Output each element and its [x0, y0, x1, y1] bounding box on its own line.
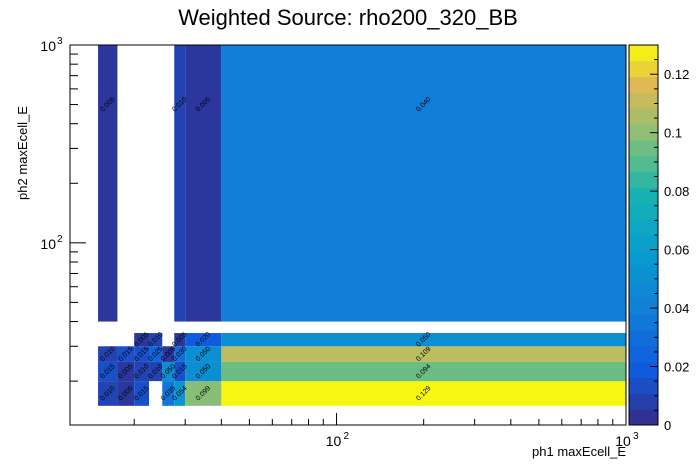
heatmap-cell — [174, 45, 186, 322]
heatmap-cell — [162, 346, 175, 362]
y-tick-label: 10 — [40, 38, 56, 54]
colorbar-tick-label: 0.04 — [664, 301, 689, 316]
colorbar-segment — [629, 171, 658, 188]
heatmap-cell — [221, 361, 627, 382]
plot-frame — [69, 44, 627, 426]
heatmap-cell — [185, 346, 222, 362]
colorbar-segment — [629, 76, 658, 93]
colorbar-segment — [629, 155, 658, 173]
heatmap-cell — [162, 361, 175, 382]
colorbar-segment — [629, 377, 658, 394]
y-tick-label: 10 — [40, 236, 56, 252]
heatmap-cell — [134, 361, 150, 382]
colorbar-segment — [629, 345, 658, 363]
colorbar-segment — [629, 187, 658, 204]
heatmap-cell — [149, 346, 163, 362]
heatmap-cell — [98, 45, 118, 322]
colorbar-tick-label: 0.06 — [664, 243, 689, 258]
x-axis-label: ph1 maxEcell_E — [532, 444, 626, 459]
colorbar-segment — [629, 314, 658, 331]
heatmap-cell — [185, 333, 222, 347]
y-axis-label: ph2 maxEcell_E — [15, 106, 30, 200]
heatmap-cell — [221, 346, 627, 362]
x-tick-label: 10 — [326, 433, 342, 449]
heatmap-cell — [117, 346, 135, 362]
colorbar-tick-label: 0.12 — [664, 67, 689, 82]
colorbar-segment — [629, 124, 658, 141]
x-tick-label-exponent: 3 — [633, 431, 639, 442]
colorbar: 0 0.02 0.04 0.06 0.08 0.1 0.12 — [628, 44, 689, 433]
colorbar-segment — [629, 361, 658, 378]
heatmap-cell — [185, 361, 222, 382]
heatmap-cell — [174, 346, 186, 362]
colorbar-tick-label: 0 — [664, 418, 671, 433]
heatmap-cell — [221, 45, 627, 322]
colorbar-segment — [629, 92, 658, 109]
colorbar-segment — [629, 219, 658, 236]
colorbar-segment — [629, 250, 658, 268]
heatmap-cell — [98, 361, 118, 382]
heatmap-cell — [134, 333, 150, 347]
heatmap-cell — [162, 381, 175, 406]
colorbar-segment — [629, 108, 658, 125]
heatmap-cell — [221, 333, 627, 347]
colorbar-segment — [629, 203, 658, 220]
heatmap-cell — [174, 361, 186, 382]
colorbar-segment — [629, 266, 658, 283]
colorbar-segment — [629, 409, 658, 426]
heatmap-cell — [117, 381, 135, 406]
colorbar-segment — [629, 330, 658, 347]
x-tick-label: 10 — [615, 433, 631, 449]
y-tick-label-exponent: 2 — [57, 234, 63, 245]
y-tick-label-exponent: 3 — [57, 36, 63, 47]
heatmap-cell — [174, 333, 186, 347]
x-tick-label-exponent: 2 — [344, 431, 350, 442]
heatmap-cell — [174, 381, 186, 406]
heatmap-cell — [149, 333, 163, 347]
heatmap-cell — [98, 381, 118, 406]
heatmap-cells — [98, 45, 627, 406]
heatmap-cell — [149, 361, 163, 382]
heatmap-cell — [98, 346, 118, 362]
heatmap-cell — [134, 346, 150, 362]
chart-title: Weighted Source: rho200_320_BB — [178, 5, 518, 30]
x-axis: 10 2 10 3 — [133, 413, 639, 449]
colorbar-segment — [629, 45, 658, 62]
colorbar-segment — [629, 393, 658, 410]
heatmap-cell — [185, 381, 222, 406]
colorbar-segment — [629, 60, 658, 78]
heatmap-cell — [221, 381, 627, 406]
colorbar-tick-label: 0.08 — [664, 184, 689, 199]
colorbar-tick-label: 0.02 — [664, 360, 689, 375]
heatmap-cell — [185, 45, 222, 322]
heatmap-cell — [134, 381, 150, 406]
colorbar-segment — [629, 235, 658, 252]
colorbar-segment — [629, 298, 658, 315]
colorbar-tick-label: 0.1 — [664, 126, 682, 141]
colorbar-segment — [629, 282, 658, 299]
heatmap-cell — [117, 361, 135, 382]
colorbar-segment — [629, 140, 658, 157]
